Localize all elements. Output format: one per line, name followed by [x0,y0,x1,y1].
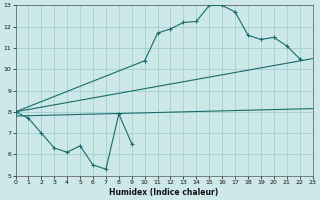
X-axis label: Humidex (Indice chaleur): Humidex (Indice chaleur) [109,188,219,197]
